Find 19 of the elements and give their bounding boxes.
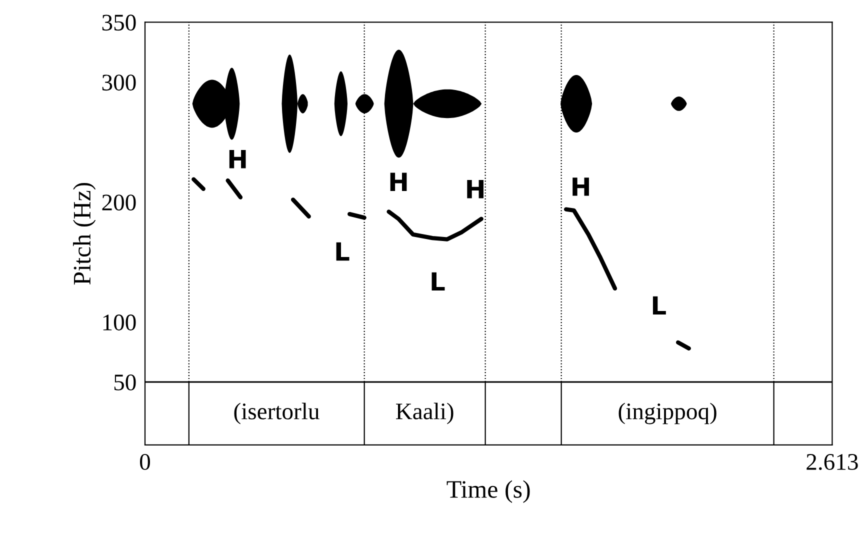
annotation: H: [229, 150, 246, 168]
annotation: H: [467, 180, 484, 198]
y-tick-label: 100: [103, 314, 136, 330]
annotation: L: [336, 242, 350, 261]
annotation: H: [390, 172, 407, 191]
y-tick-label: 50: [114, 374, 136, 390]
y-tick-label: 200: [102, 194, 136, 211]
annotation: (ingippoq): [618, 402, 716, 424]
annotation: H: [572, 178, 589, 196]
annotation: Kaali): [396, 402, 454, 424]
y-tick-label: 300: [102, 74, 136, 91]
y-tick-label: 350: [102, 14, 136, 31]
annotation: (isertorlu: [234, 402, 320, 424]
annotation: L: [652, 296, 666, 315]
x-tick-label: 0: [140, 454, 150, 470]
x-tick-label: 2.613: [806, 454, 858, 470]
x-axis-title: Time (s): [446, 480, 530, 503]
annotation: L: [432, 272, 445, 291]
y-axis-title: Pitch (Hz): [73, 182, 96, 285]
